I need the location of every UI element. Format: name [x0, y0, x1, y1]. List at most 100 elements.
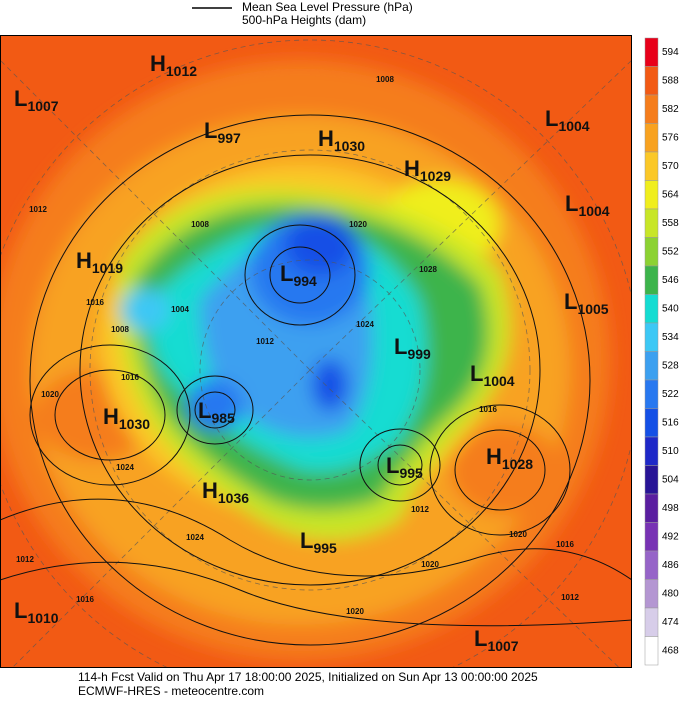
pressure-center: L1004	[565, 191, 610, 219]
colorbar-cell	[644, 522, 659, 552]
colorbar-label: 492	[662, 531, 679, 542]
legend-label: 500-hPa Heights (dam)	[242, 13, 366, 27]
colorbar-label: 588	[662, 75, 679, 86]
center-value: 1004	[578, 203, 609, 219]
colorbar-cell	[644, 493, 659, 523]
contour-label: 1012	[256, 337, 274, 346]
center-value: 997	[217, 130, 241, 146]
contour-label: 1020	[421, 560, 439, 569]
colorbar-cell	[644, 408, 659, 438]
pressure-center: H1030	[103, 404, 150, 432]
contour-label: 1016	[76, 595, 94, 604]
colorbar-label: 516	[662, 417, 679, 428]
colorbar-label: 540	[662, 303, 679, 314]
colorbar-cell	[644, 436, 659, 466]
center-kind: L	[545, 106, 558, 131]
pressure-center: L994	[280, 261, 317, 289]
pressure-center: L1010	[14, 598, 59, 626]
colorbar-cell	[644, 550, 659, 580]
colorbar-label: 546	[662, 275, 679, 286]
pressure-center: L995	[386, 453, 423, 481]
colorbar-cell	[644, 123, 659, 153]
center-kind: L	[470, 361, 483, 386]
map-frame	[0, 35, 632, 668]
center-value: 1036	[218, 490, 249, 506]
contour-label: 1024	[356, 320, 374, 329]
colorbar-label: 534	[662, 332, 679, 343]
contour-label: 1024	[116, 463, 134, 472]
center-kind: H	[202, 478, 218, 503]
footer-text: 114-h Fcst Valid on Thu Apr 17 18:00:00 …	[78, 670, 538, 684]
pressure-center: L999	[394, 334, 431, 362]
colorbar: 594 588 582 576 570 564 558 552 546 540 534 528 522 5…	[644, 37, 679, 666]
colorbar-label: 528	[662, 360, 679, 371]
center-value: 1029	[420, 168, 451, 184]
center-value: 994	[293, 273, 317, 289]
colorbar-cell	[644, 322, 659, 352]
colorbar-label: 582	[662, 104, 679, 115]
colorbar-label: 498	[662, 503, 679, 514]
contour-label: 1012	[561, 593, 579, 602]
colorbar-cell	[644, 180, 659, 210]
pressure-center: H1029	[404, 156, 451, 184]
contour-label: 1008	[111, 325, 129, 334]
colorbar-label: 558	[662, 218, 679, 229]
pressure-center: L1007	[474, 626, 519, 654]
center-kind: L	[386, 453, 399, 478]
center-kind: H	[150, 51, 166, 76]
colorbar-cell	[644, 379, 659, 409]
center-kind: L	[280, 261, 293, 286]
contour-label: 1020	[41, 390, 59, 399]
center-kind: L	[474, 626, 487, 651]
center-kind: H	[404, 156, 420, 181]
center-value: 1028	[502, 456, 533, 472]
colorbar-label: 504	[662, 474, 679, 485]
pressure-center: L985	[198, 398, 235, 426]
center-kind: L	[564, 289, 577, 314]
center-value: 999	[407, 346, 431, 362]
pressure-center: L1007	[14, 86, 59, 114]
center-kind: L	[198, 398, 211, 423]
contour-label: 1016	[86, 298, 104, 307]
colorbar-label: 576	[662, 132, 679, 143]
center-value: 985	[211, 410, 235, 426]
contour-label: 1008	[191, 220, 209, 229]
center-value: 1010	[27, 610, 58, 626]
colorbar-cell	[644, 265, 659, 295]
colorbar-label: 564	[662, 189, 679, 200]
colorbar-cell	[644, 351, 659, 381]
pressure-center: H1012	[150, 51, 197, 79]
center-value: 1007	[27, 98, 58, 114]
center-kind: L	[14, 86, 27, 111]
colorbar-cell	[644, 579, 659, 609]
contour-label: 1016	[121, 373, 139, 382]
colorbar-label: 552	[662, 246, 679, 257]
contour-label: 1004	[171, 305, 189, 314]
center-kind: H	[103, 404, 119, 429]
colorbar-cell	[644, 237, 659, 267]
center-kind: L	[14, 598, 27, 623]
center-kind: H	[486, 444, 502, 469]
colorbar-cell	[644, 208, 659, 238]
pressure-center: H1019	[76, 248, 123, 276]
center-kind: H	[76, 248, 92, 273]
contour-label: 1028	[419, 265, 437, 274]
center-kind: L	[204, 118, 217, 143]
contour-label: 1012	[16, 555, 34, 564]
center-value: 1030	[334, 138, 365, 154]
center-value: 1005	[577, 301, 608, 317]
center-value: 1030	[119, 416, 150, 432]
pressure-center: L997	[204, 118, 241, 146]
colorbar-label: 522	[662, 389, 679, 400]
colorbar-label: 468	[662, 645, 679, 656]
center-value: 995	[399, 465, 423, 481]
pressure-center: H1030	[318, 126, 365, 154]
colorbar-cell	[644, 636, 659, 666]
pressure-center: H1028	[486, 444, 533, 472]
colorbar-label: 474	[662, 617, 679, 628]
colorbar-cell	[644, 94, 659, 124]
center-kind: L	[394, 334, 407, 359]
contour-label: 1012	[29, 205, 47, 214]
colorbar-cell	[644, 607, 659, 637]
